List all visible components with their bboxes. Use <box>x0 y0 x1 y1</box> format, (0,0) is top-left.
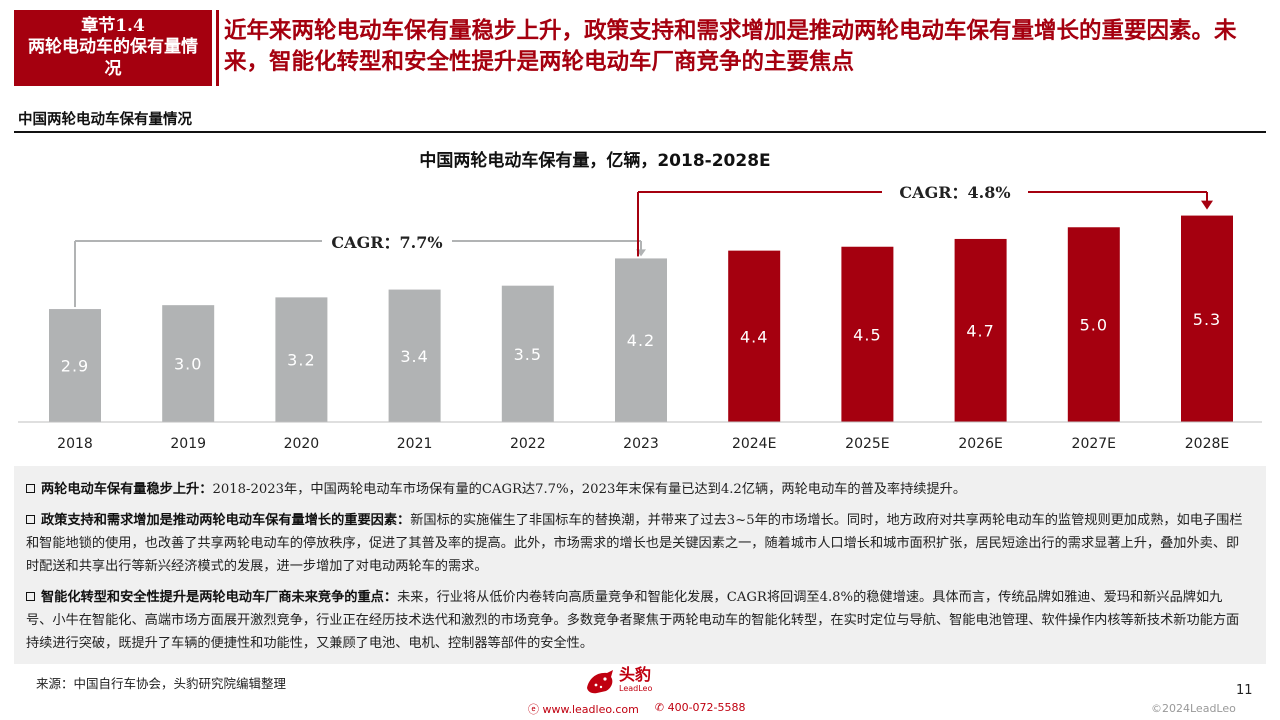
x-tick-label: 2022 <box>510 436 546 452</box>
leopard-logo-icon <box>587 670 613 694</box>
contact-bar: ⓔ www.leadleo.com ✆ 400-072-5588 <box>528 701 746 717</box>
bullet-item: 两轮电动车保有量稳步上升：2018-2023年，中国两轮电动车市场保有量的CAG… <box>26 478 1248 501</box>
bar-value-label: 5.0 <box>1080 316 1108 335</box>
bullet-item: 智能化转型和安全性提升是两轮电动车厂商未来竞争的重点：未来，行业将从低价内卷转向… <box>26 586 1248 655</box>
x-tick-label: 2025E <box>845 436 889 452</box>
phone-number: ✆ 400-072-5588 <box>655 701 746 717</box>
bar-2024E <box>728 250 781 422</box>
copyright-text: ©2024LeadLeo <box>1151 702 1236 715</box>
bar-2021 <box>388 289 441 422</box>
bar-value-label: 4.7 <box>966 321 994 340</box>
x-tick-label: 2023 <box>623 436 659 452</box>
brand-logo: 头豹 LeadLeo <box>585 665 653 696</box>
x-tick-label: 2021 <box>397 436 433 452</box>
source-note: 来源：中国自行车协会，头豹研究院编辑整理 <box>36 676 287 691</box>
chart-title-range: 2018-2028E <box>657 151 771 171</box>
cagr-arrow-icon <box>1201 200 1213 210</box>
bullet-panel: 两轮电动车保有量稳步上升：2018-2023年，中国两轮电动车市场保有量的CAG… <box>14 466 1266 664</box>
phone-text: 400-072-5588 <box>667 701 746 714</box>
page-number: 11 <box>1236 683 1253 698</box>
x-tick-label: 2020 <box>284 436 320 452</box>
bar-2019 <box>162 305 215 422</box>
bar-2020 <box>275 297 328 422</box>
chapter-badge: 章节1.4 两轮电动车的保有量情况 <box>14 10 212 86</box>
checkbox-icon <box>26 592 35 601</box>
cagr-label: CAGR：4.8% <box>899 183 1010 202</box>
bar-2026E <box>954 238 1007 422</box>
bullet-text: 未来，行业将从低价内卷转向高质量竞争和智能化发展，CAGR将回调至4.8%的稳健… <box>26 590 1240 651</box>
website-link[interactable]: ⓔ www.leadleo.com <box>528 701 639 717</box>
chart-title: 中国两轮电动车保有量，亿辆，2018-2028E <box>0 146 1190 171</box>
website-text: www.leadleo.com <box>542 703 639 716</box>
bar-2018 <box>49 309 101 422</box>
bullet-lead: 智能化转型和安全性提升是两轮电动车厂商未来竞争的重点： <box>41 590 398 605</box>
bar-value-label: 3.4 <box>400 347 428 366</box>
header-divider <box>216 10 219 86</box>
x-tick-label: 2019 <box>170 436 206 452</box>
chart-title-text: 中国两轮电动车保有量，亿辆， <box>419 151 658 171</box>
bullet-lead: 两轮电动车保有量稳步上升： <box>41 482 213 497</box>
section-title: 中国两轮电动车保有量情况 <box>18 111 192 128</box>
bullet-text: 2018-2023年，中国两轮电动车市场保有量的CAGR达7.7%，2023年末… <box>212 482 967 497</box>
bar-value-label: 4.2 <box>627 331 655 350</box>
bar-value-label: 4.5 <box>853 325 881 344</box>
brand-name-cn: 头豹 <box>619 665 652 684</box>
brand-name-en: LeadLeo <box>619 684 653 693</box>
bar-2023 <box>615 258 667 422</box>
bar-2028E <box>1181 215 1233 422</box>
x-tick-label: 2027E <box>1072 436 1116 452</box>
checkbox-icon <box>26 484 35 493</box>
x-tick-label: 2018 <box>57 436 93 452</box>
phone-icon: ✆ <box>654 701 665 714</box>
x-tick-label: 2026E <box>958 436 1002 452</box>
bar-chart: 2.9 3.0 3.2 3.4 3.5 4.2 4.4 4.5 4.7 5.0 5.3 CAGR：7… <box>18 183 1262 452</box>
chapter-label: 章节1.4 <box>81 16 145 36</box>
checkbox-icon <box>26 515 35 524</box>
x-tick-label: 2028E <box>1185 436 1229 452</box>
bar-2022 <box>501 285 554 422</box>
bar-2025E <box>841 246 894 422</box>
bar-value-label: 2.9 <box>61 357 89 376</box>
chapter-title: 两轮电动车的保有量情况 <box>28 37 198 79</box>
x-tick-label: 2024E <box>732 436 776 452</box>
page-headline: 近年来两轮电动车保有量稳步上升，政策支持和需求增加是推动两轮电动车保有量增长的重… <box>224 18 1237 75</box>
cagr-label: CAGR：7.7% <box>331 233 442 252</box>
bullet-lead: 政策支持和需求增加是推动两轮电动车保有量增长的重要因素： <box>41 513 411 528</box>
bar-value-label: 5.3 <box>1193 310 1221 329</box>
bar-value-label: 4.4 <box>740 327 768 346</box>
bullet-text: 新国标的实施催生了非国标车的替换潮，并带来了过去3~5年的市场增长。同时，地方政… <box>26 513 1243 574</box>
bar-value-label: 3.5 <box>514 345 542 364</box>
bullet-item: 政策支持和需求增加是推动两轮电动车保有量增长的重要因素：新国标的实施催生了非国标… <box>26 509 1248 578</box>
bar-value-label: 3.0 <box>174 355 202 374</box>
bar-value-label: 3.2 <box>287 351 315 370</box>
bar-2027E <box>1067 227 1120 422</box>
section-divider <box>14 131 1266 133</box>
globe-icon: ⓔ <box>528 703 539 716</box>
